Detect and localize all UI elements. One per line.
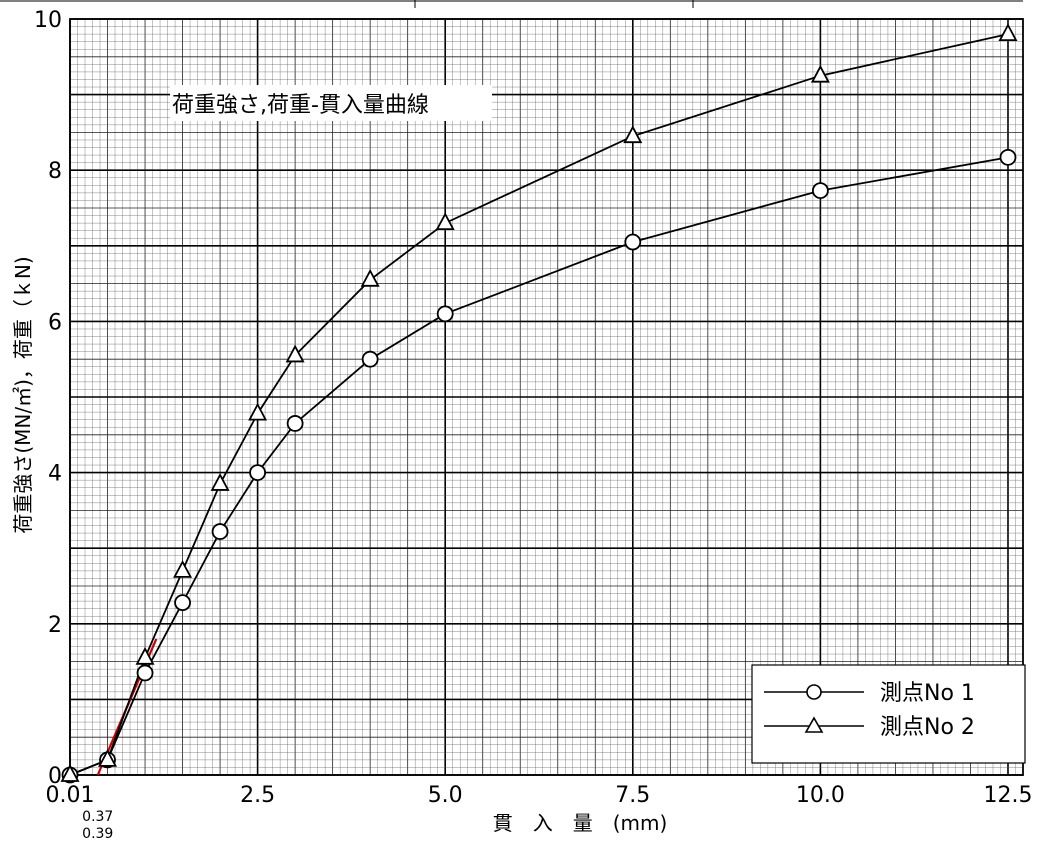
y-tick-label: 2 (48, 613, 62, 638)
x-tick-label: 2.5 (240, 783, 275, 808)
data-point-circle (811, 182, 829, 200)
data-point-circle (624, 233, 642, 251)
y-tick-label: 8 (48, 159, 62, 184)
x-tick-labels: 0.01 2.5 5.0 7.5 10.0 12.5 (46, 783, 1033, 808)
annotation-label: 0.39 (82, 826, 113, 839)
x-tick-label: 5.0 (428, 783, 463, 808)
data-point-circle (436, 305, 454, 323)
marker-group (60, 23, 1018, 784)
data-point-circle (174, 594, 191, 612)
data-point-circle (211, 523, 229, 540)
data-point-triangle (360, 268, 380, 287)
legend-box (751, 664, 1026, 764)
chart-title: 荷重強さ,荷重-貫入量曲線 (172, 93, 429, 118)
data-point-circle (999, 148, 1017, 166)
data-point-circle (249, 464, 266, 482)
data-point-triangle (60, 764, 80, 782)
legend-label-2: 測点No 2 (880, 715, 975, 740)
legend-marker-circle (806, 684, 822, 700)
data-point-triangle (285, 344, 305, 363)
legend: 測点No 1 測点No 2 (751, 664, 1026, 764)
annotations: 0.370.39 (82, 809, 113, 842)
data-point-triangle (210, 473, 230, 491)
data-point-triangle (810, 64, 830, 83)
y-axis-title: 荷重強さ(MN/㎡)，荷重（ｋN) (11, 256, 35, 533)
y-tick-label: 4 (48, 462, 62, 487)
data-point-circle (361, 350, 379, 368)
chart-title-box: 荷重強さ,荷重-貫入量曲線 (170, 85, 492, 121)
data-point-triangle (173, 559, 193, 578)
chart-title-background (170, 85, 492, 121)
annotation-label: 0.37 (82, 809, 113, 825)
x-tick-label: 12.5 (983, 783, 1032, 808)
data-point-triangle (623, 125, 643, 144)
y-tick-label: 10 (34, 8, 62, 33)
x-tick-label: 0.01 (46, 783, 95, 808)
x-tick-label: 10.0 (796, 783, 845, 808)
x-axis-title: 貫 入 量 (mm) (493, 811, 668, 835)
data-point-triangle (998, 23, 1018, 42)
data-point-circle (286, 415, 304, 432)
legend-marker-triangle (804, 716, 824, 733)
data-point-circle (136, 664, 154, 682)
data-point-triangle (435, 212, 455, 231)
x-tick-label: 7.5 (615, 783, 650, 808)
y-tick-label: 0 (48, 764, 62, 789)
data-point-triangle (98, 748, 118, 767)
y-tick-labels: 0 2 4 6 8 10 (34, 8, 62, 789)
series-line-1 (69, 156, 1009, 776)
plot-frame (69, 18, 1024, 776)
data-point-triangle (135, 646, 155, 665)
legend-label-1: 測点No 1 (880, 681, 975, 706)
y-tick-label: 6 (48, 310, 62, 335)
data-point-triangle (248, 402, 268, 421)
